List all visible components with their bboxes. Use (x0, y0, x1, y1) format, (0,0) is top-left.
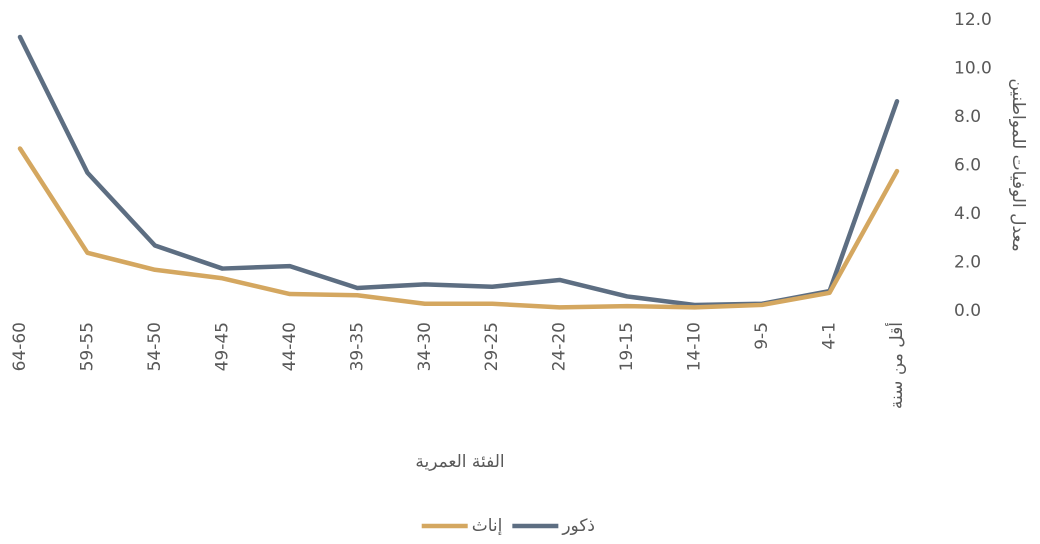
y-tick-label: 0.0 (954, 301, 981, 321)
x-tick-label: 54-50 (145, 322, 165, 371)
x-tick-label: 19-15 (617, 322, 637, 371)
y-tick-label: 10.0 (954, 59, 992, 79)
x-tick-label: 9-5 (752, 322, 772, 350)
y-tick-label: 6.0 (954, 156, 981, 176)
x-tick-label: 14-10 (685, 322, 705, 371)
legend-label: إناث (472, 516, 503, 536)
series-line (17, 146, 900, 310)
x-tick-label: 39-35 (347, 322, 367, 371)
x-tick-label: 59-55 (77, 322, 97, 371)
y-tick-label: 12.0 (954, 10, 992, 30)
x-axis-label: الفئة العمرية (415, 452, 504, 472)
legend-label: ذكور (561, 516, 595, 536)
x-tick-label: 49-45 (212, 322, 232, 371)
y-tick-label: 2.0 (954, 253, 981, 273)
series-line (17, 34, 900, 308)
y-tick-label: 8.0 (954, 107, 981, 127)
y-tick-label: 4.0 (954, 204, 981, 224)
x-tick-label: 29-25 (482, 322, 502, 371)
x-tick-label: 44-40 (280, 322, 300, 371)
x-tick-label: أقل من سنة (885, 322, 907, 409)
x-tick-label: 34-30 (415, 322, 435, 371)
x-tick-label: 24-20 (550, 322, 570, 371)
y-axis-label: معدل الوفيات للمواطنين (1008, 78, 1028, 251)
x-tick-label: 4-1 (820, 322, 840, 350)
x-tick-label: 64-60 (10, 322, 30, 371)
